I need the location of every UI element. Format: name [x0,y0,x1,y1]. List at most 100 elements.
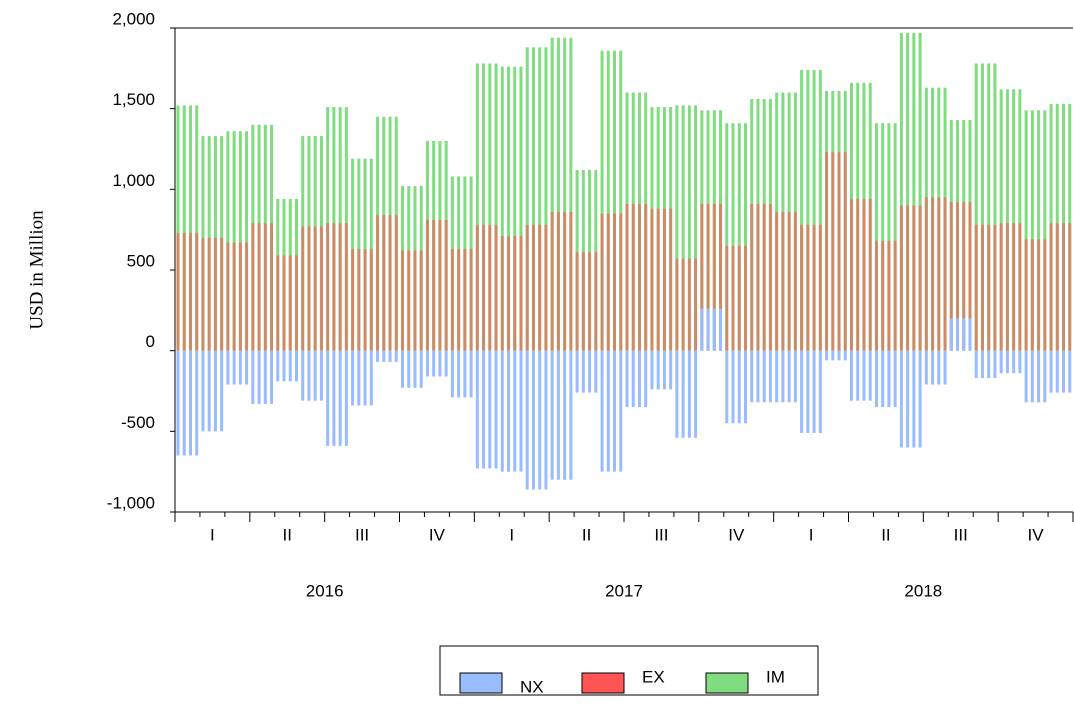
bar [232,242,236,351]
bar [631,350,635,408]
quarter-label: I [509,525,514,544]
bar [369,249,373,351]
bar [874,350,878,408]
bar [270,350,274,404]
bar [450,350,454,398]
quarter-label: III [654,525,668,544]
bar [1037,350,1041,403]
bar [768,350,772,403]
bar [313,350,317,401]
bar [850,350,853,401]
bar [538,350,542,490]
quarter-label: II [881,525,890,544]
bar [993,63,997,351]
bar [538,47,542,351]
bar [232,131,236,351]
bar [1030,239,1034,351]
bar [613,50,617,351]
bar [700,308,704,351]
bar [906,350,910,448]
bar [787,211,791,351]
bar [594,252,598,351]
bar [444,350,448,377]
bar [376,350,380,362]
bar [482,224,486,351]
bar [968,318,972,351]
bar [338,350,342,446]
bar [812,350,816,433]
bar [987,224,991,351]
bar [943,350,947,385]
bar [625,203,629,351]
bar [669,350,673,390]
bar [669,208,673,351]
legend-label: IM [766,667,785,686]
bar [968,202,972,351]
bar [980,350,984,379]
bar [195,350,199,456]
bar [301,350,305,401]
bar [232,350,236,385]
bar [806,350,810,433]
bar [725,350,729,424]
bar [444,219,448,351]
bar [238,131,242,351]
bar [344,223,348,351]
legend-swatch [581,672,625,694]
bar [918,350,922,448]
bar [949,202,953,351]
bar [999,350,1003,374]
bar [326,223,330,351]
bar [556,211,560,351]
quarter-label: III [954,525,968,544]
bar [781,211,785,351]
bar [1043,239,1047,351]
bar [912,205,916,351]
bar [881,123,885,351]
bar [257,223,261,351]
bar [538,224,542,351]
year-label: 2016 [306,581,344,600]
bar [800,350,804,433]
bar [245,131,249,351]
bar [987,350,991,379]
bar [1018,223,1022,351]
bar [781,350,785,403]
bar [413,250,417,351]
bar [288,350,292,382]
bar [425,219,429,351]
bar [382,215,386,351]
bar [912,32,916,351]
bar [1024,110,1028,351]
bar [687,350,691,438]
bar [276,350,280,382]
bar [818,350,822,433]
bar [213,237,217,351]
bar [600,213,604,351]
bar [388,215,392,351]
bar [987,63,991,351]
bar [195,232,199,351]
quarter-label: IV [1028,525,1045,544]
bar [525,47,529,351]
bar [438,350,442,377]
bar [182,105,186,351]
bar [706,203,710,351]
bar [1037,110,1041,351]
bar [563,37,567,351]
bar [1055,223,1059,351]
bar [226,131,230,351]
bar [906,205,910,351]
bar [675,258,679,351]
bar [974,350,978,379]
bar [924,197,928,351]
bar [793,350,797,403]
bar [1049,350,1053,393]
bar [662,208,666,351]
bar [619,213,623,351]
bar [675,105,679,351]
bar [594,350,598,393]
bar [687,105,691,351]
y-tick-label: 0 [146,332,155,351]
bar [812,69,816,351]
